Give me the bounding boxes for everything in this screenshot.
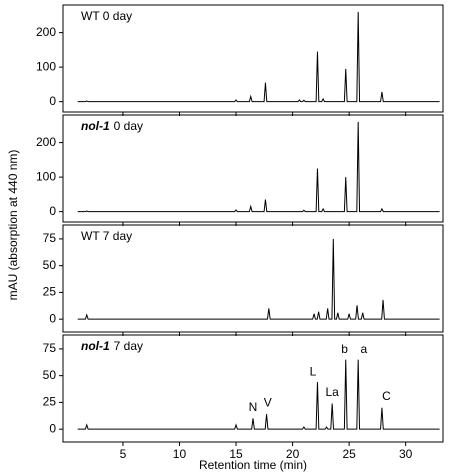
x-tick-label: 15 [229, 447, 243, 461]
panel-frame [62, 4, 444, 113]
panel-title-italic: nol-1 [81, 339, 110, 353]
y-tick-label: 50 [43, 368, 57, 382]
panel-title: WT 0 day [81, 9, 132, 23]
y-tick-label: 25 [43, 395, 57, 409]
y-tick-label: 50 [43, 258, 57, 272]
y-tick-label: 200 [36, 135, 56, 149]
y-tick-label: 100 [36, 59, 56, 73]
panel-title: nol-1 0 day [81, 119, 143, 133]
chromatogram-trace [77, 121, 440, 213]
y-axis-label: mAU (absorption at 440 nm) [6, 150, 20, 301]
y-tick-label: 200 [36, 25, 56, 39]
panel-title-text: 0 day [114, 119, 143, 133]
x-tick-label: 30 [399, 447, 413, 461]
panel-title: WT 7 day [81, 229, 132, 243]
chromatogram-trace [77, 238, 440, 320]
peak-label: V [264, 396, 272, 410]
peak-label: C [382, 389, 391, 403]
x-axis-label: Retention time (min) [199, 458, 307, 472]
x-tick-label: 5 [120, 447, 127, 461]
panel-title-italic: nol-1 [81, 119, 110, 133]
panel-title: nol-1 7 day [81, 339, 143, 353]
y-tick-label: 0 [49, 421, 56, 435]
y-tick-label: 0 [49, 204, 56, 218]
peak-label: a [360, 342, 367, 356]
y-tick-label: 75 [43, 231, 57, 245]
x-tick-label: 20 [286, 447, 300, 461]
chromatogram-trace [77, 359, 440, 430]
y-tick-label: 75 [43, 341, 57, 355]
peak-label: b [341, 342, 348, 356]
panel-frame [62, 224, 444, 333]
y-tick-label: 0 [49, 311, 56, 325]
peak-label: L [310, 365, 317, 379]
y-tick-label: 0 [49, 94, 56, 108]
peak-label: La [325, 385, 339, 399]
x-tick-label: 25 [342, 447, 356, 461]
y-tick-label: 25 [43, 285, 57, 299]
x-tick-label: 10 [173, 447, 187, 461]
panel-frame [62, 334, 444, 443]
y-tick-label: 100 [36, 169, 56, 183]
panel-frame [62, 114, 444, 223]
peak-label: N [249, 400, 258, 414]
panel-title-text: 7 day [114, 339, 143, 353]
chromatogram-trace [77, 11, 440, 103]
